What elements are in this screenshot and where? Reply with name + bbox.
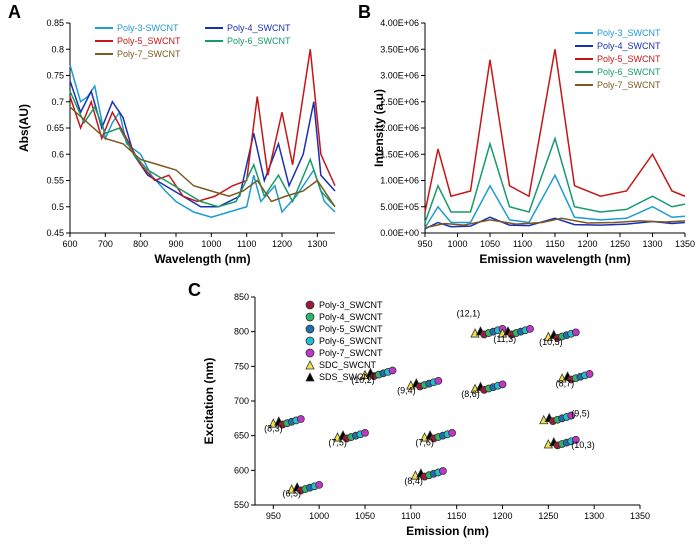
svg-text:1050: 1050 xyxy=(355,511,375,521)
svg-text:700: 700 xyxy=(98,239,113,249)
svg-text:950: 950 xyxy=(266,511,281,521)
svg-text:2.50E+06: 2.50E+06 xyxy=(380,97,419,107)
svg-text:Poly-5_SWCNT: Poly-5_SWCNT xyxy=(117,36,181,46)
svg-text:4.00E+06: 4.00E+06 xyxy=(380,18,419,28)
svg-text:SDC_SWCNT: SDC_SWCNT xyxy=(319,360,377,370)
svg-text:Abs(AU): Abs(AU) xyxy=(17,104,31,152)
svg-text:Poly-4_SWCNT: Poly-4_SWCNT xyxy=(319,312,383,322)
svg-text:1350: 1350 xyxy=(675,239,695,249)
svg-text:0.5: 0.5 xyxy=(51,202,64,212)
svg-text:(8,4): (8,4) xyxy=(404,476,423,486)
svg-text:(9,4): (9,4) xyxy=(397,385,416,395)
svg-text:3.50E+06: 3.50E+06 xyxy=(380,44,419,54)
svg-text:Poly-3_SWCNT: Poly-3_SWCNT xyxy=(319,300,383,310)
svg-text:0.7: 0.7 xyxy=(51,97,64,107)
svg-text:Poly-7_SWCNT: Poly-7_SWCNT xyxy=(597,80,661,90)
svg-text:(6,5): (6,5) xyxy=(283,489,302,499)
svg-text:(10,3): (10,3) xyxy=(571,440,595,450)
svg-text:Wavelength (nm): Wavelength (nm) xyxy=(154,252,250,266)
svg-text:(9,5): (9,5) xyxy=(571,408,590,418)
svg-text:700: 700 xyxy=(234,396,249,406)
svg-text:600: 600 xyxy=(234,465,249,475)
svg-text:(7,5): (7,5) xyxy=(328,437,347,447)
svg-text:1.00E+06: 1.00E+06 xyxy=(380,176,419,186)
svg-text:0.65: 0.65 xyxy=(46,123,64,133)
svg-text:0.75: 0.75 xyxy=(46,71,64,81)
svg-text:0.85: 0.85 xyxy=(46,18,64,28)
svg-text:1000: 1000 xyxy=(309,511,329,521)
svg-text:(8,6): (8,6) xyxy=(461,389,480,399)
svg-text:3.00E+06: 3.00E+06 xyxy=(380,71,419,81)
svg-text:1250: 1250 xyxy=(538,511,558,521)
svg-text:Poly-3-SWCNT: Poly-3-SWCNT xyxy=(117,23,179,33)
svg-text:Poly-6_SWCNT: Poly-6_SWCNT xyxy=(227,36,291,46)
svg-text:650: 650 xyxy=(234,431,249,441)
svg-text:1300: 1300 xyxy=(307,239,327,249)
svg-text:0.6: 0.6 xyxy=(51,149,64,159)
svg-text:0.55: 0.55 xyxy=(46,176,64,186)
svg-text:1000: 1000 xyxy=(201,239,221,249)
svg-text:(11,3): (11,3) xyxy=(493,334,516,344)
svg-text:1200: 1200 xyxy=(272,239,292,249)
svg-text:Poly-4_SWCNT: Poly-4_SWCNT xyxy=(597,41,661,51)
svg-text:1100: 1100 xyxy=(237,239,256,249)
svg-text:Poly-3_SWCNT: Poly-3_SWCNT xyxy=(597,28,661,38)
svg-text:2.00E+06: 2.00E+06 xyxy=(380,123,419,133)
svg-text:Poly-6_SWCNT: Poly-6_SWCNT xyxy=(319,336,383,346)
panel-b-chart: 950 1000 1050 1100 1150 1200 1250 1300 1350 0.00E… xyxy=(360,8,695,273)
panel-c-chart: 950 1000 1050 1100 1150 1200 1250 1300 1350 550 60… xyxy=(195,285,655,545)
svg-text:1350: 1350 xyxy=(630,511,650,521)
svg-text:1150: 1150 xyxy=(545,239,564,249)
svg-text:800: 800 xyxy=(234,327,249,337)
svg-text:1.50E+06: 1.50E+06 xyxy=(380,149,419,159)
svg-text:1250: 1250 xyxy=(610,239,630,249)
svg-text:Poly-7_SWCNT: Poly-7_SWCNT xyxy=(319,348,383,358)
svg-text:(10,5): (10,5) xyxy=(539,337,563,347)
svg-text:900: 900 xyxy=(168,239,183,249)
svg-text:1100: 1100 xyxy=(513,239,532,249)
svg-text:1200: 1200 xyxy=(577,239,597,249)
svg-text:1150: 1150 xyxy=(447,511,466,521)
svg-text:Emission (nm): Emission (nm) xyxy=(406,524,489,538)
svg-text:550: 550 xyxy=(234,500,249,510)
svg-text:Poly-4_SWCNT: Poly-4_SWCNT xyxy=(227,23,291,33)
svg-text:Poly-7_SWCNT: Poly-7_SWCNT xyxy=(117,49,181,59)
svg-text:1200: 1200 xyxy=(492,511,512,521)
svg-text:(12,1): (12,1) xyxy=(457,308,481,318)
svg-text:1300: 1300 xyxy=(584,511,604,521)
svg-text:1050: 1050 xyxy=(480,239,500,249)
svg-text:0.8: 0.8 xyxy=(51,44,64,54)
svg-text:0.00E+00: 0.00E+00 xyxy=(380,228,419,238)
svg-text:(8,3): (8,3) xyxy=(264,424,283,434)
panel-a-chart: 600 700 800 900 1000 1100 1200 1300 0.45 0.5 0.55 0… xyxy=(15,8,345,273)
svg-text:800: 800 xyxy=(133,239,148,249)
svg-text:SDS_SWCNT: SDS_SWCNT xyxy=(319,372,376,382)
svg-text:(7,6): (7,6) xyxy=(415,437,434,447)
svg-text:600: 600 xyxy=(62,239,77,249)
svg-text:Poly-6_SWCNT: Poly-6_SWCNT xyxy=(597,67,661,77)
svg-text:5.00E+05: 5.00E+05 xyxy=(380,202,419,212)
svg-text:750: 750 xyxy=(234,361,249,371)
svg-text:0.45: 0.45 xyxy=(46,228,64,238)
svg-text:1100: 1100 xyxy=(401,511,420,521)
svg-text:Poly-5_SWCNT: Poly-5_SWCNT xyxy=(597,54,661,64)
svg-text:1000: 1000 xyxy=(447,239,467,249)
svg-text:Excitation (nm): Excitation (nm) xyxy=(202,358,216,445)
svg-text:950: 950 xyxy=(417,239,432,249)
svg-text:850: 850 xyxy=(234,292,249,302)
svg-text:Poly-5_SWCNT: Poly-5_SWCNT xyxy=(319,324,383,334)
svg-text:(8,7): (8,7) xyxy=(556,378,575,388)
svg-text:Intensity (a.u): Intensity (a.u) xyxy=(372,89,386,167)
svg-text:Emission wavelength (nm): Emission wavelength (nm) xyxy=(479,252,630,266)
svg-text:1300: 1300 xyxy=(642,239,662,249)
